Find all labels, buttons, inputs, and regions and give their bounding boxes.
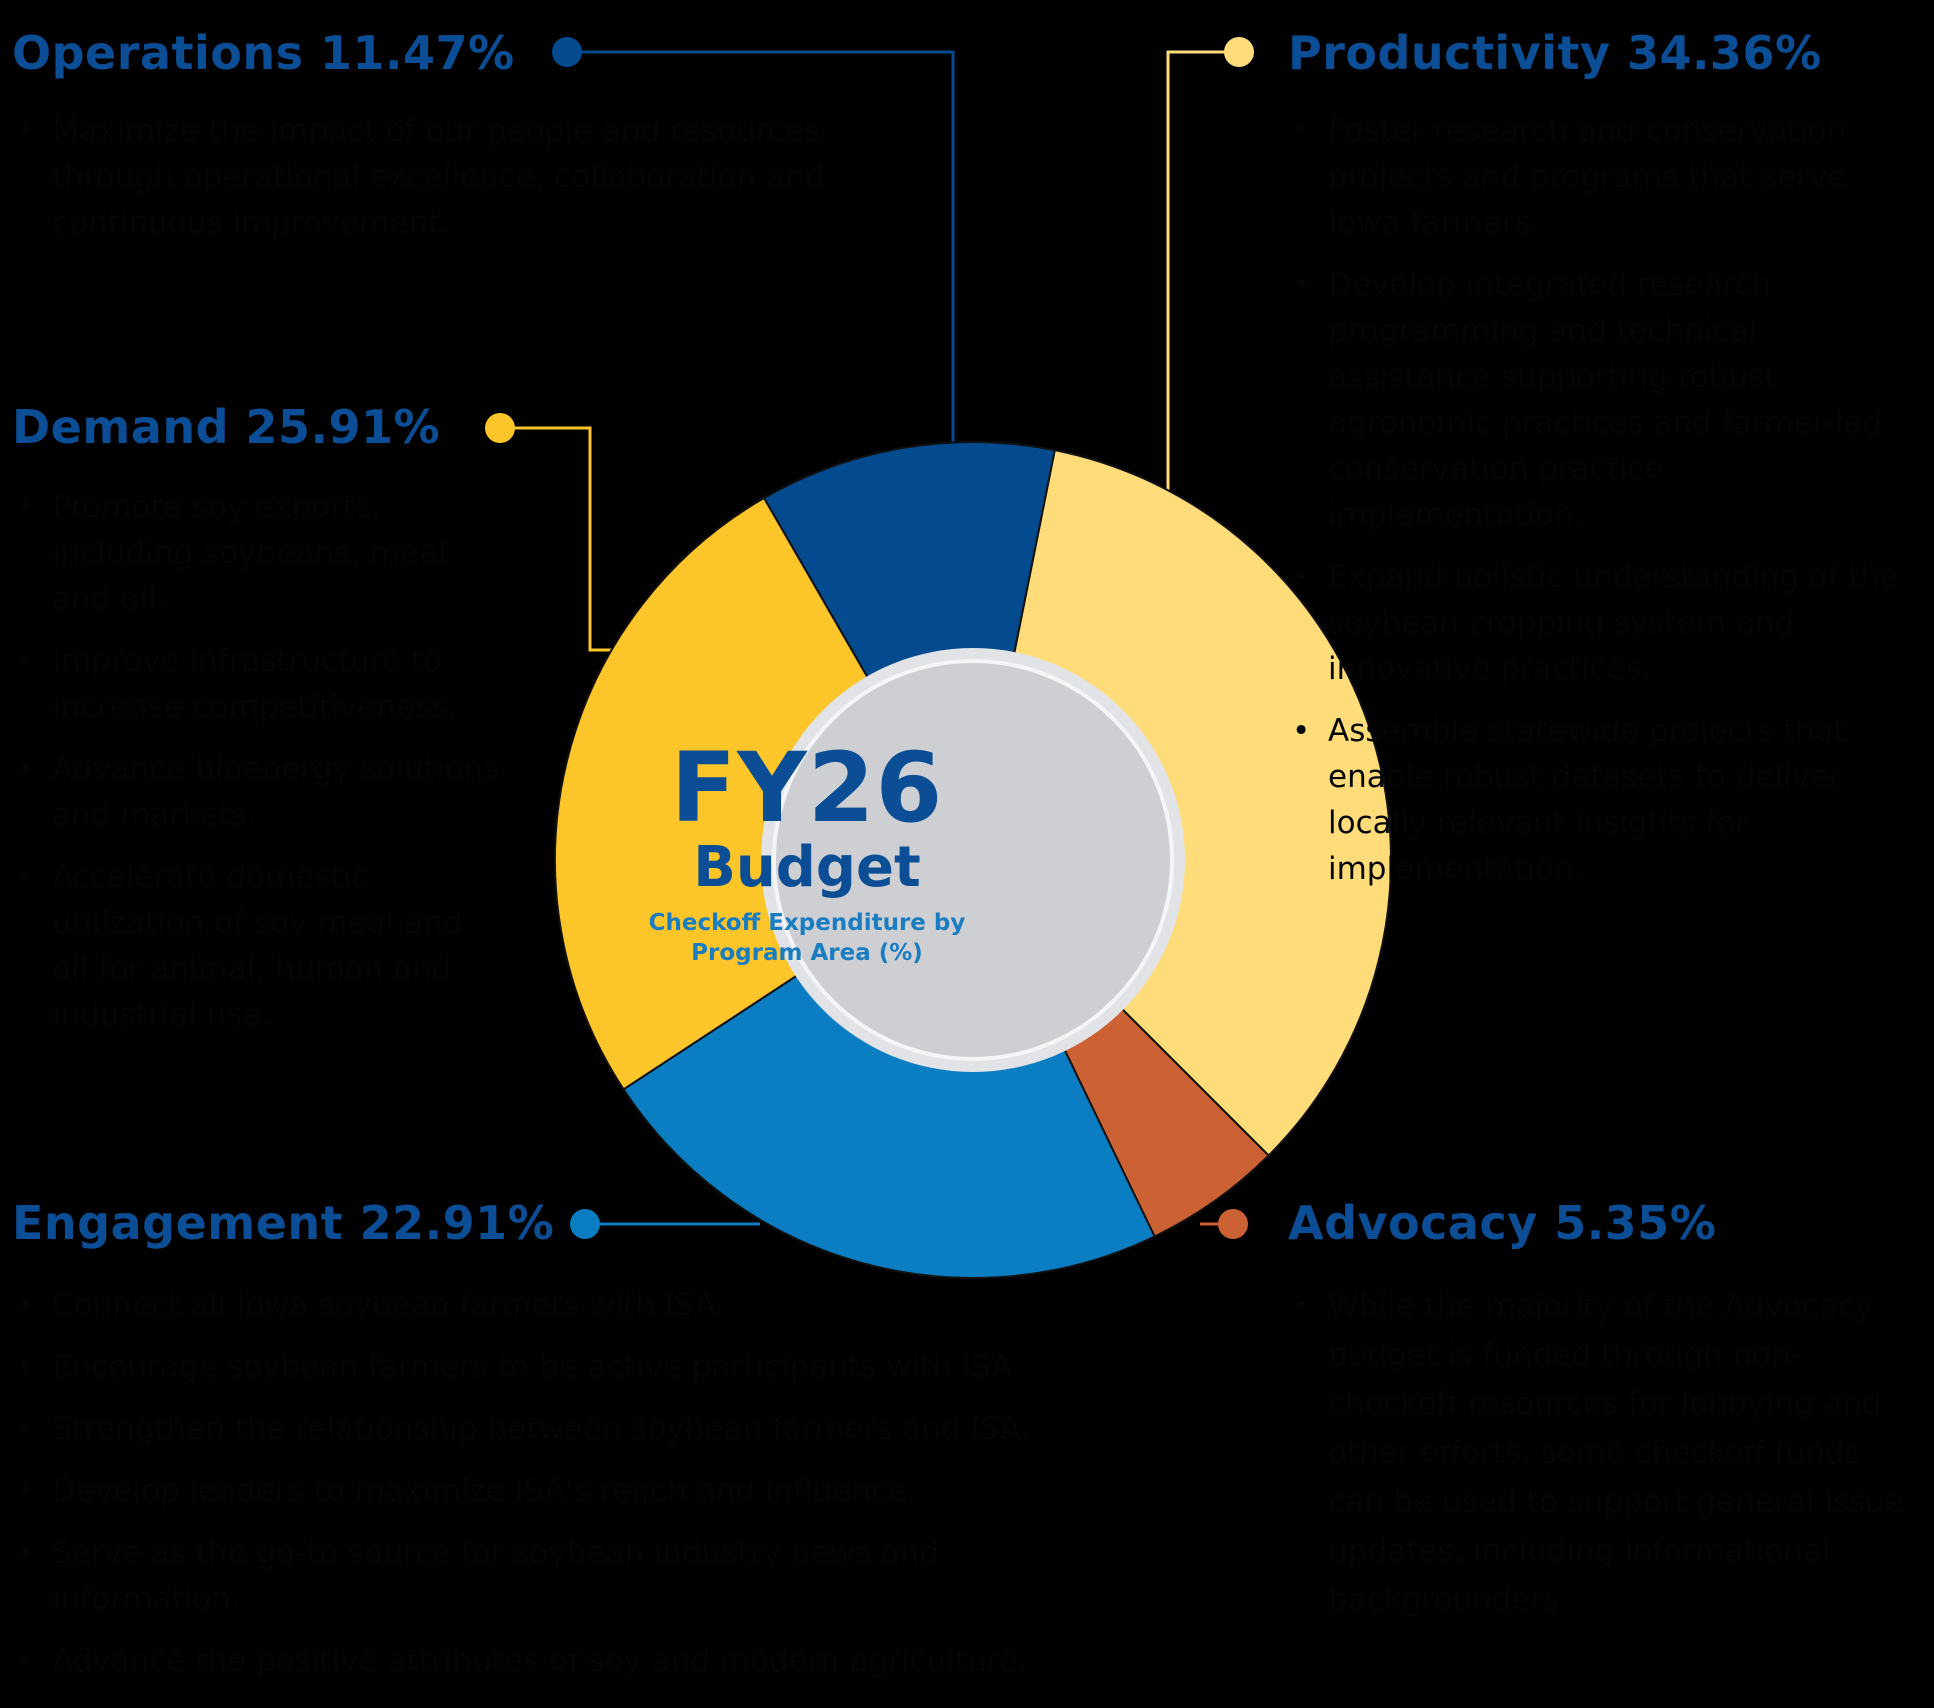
operations-heading: Operations 11.47% [12, 26, 515, 80]
engagement-heading: Engagement 22.91% [12, 1196, 555, 1250]
list-item: Promote soy exports, including soybeans,… [12, 484, 502, 622]
list-item: Accelerate domestic utilization of soy m… [12, 854, 502, 1038]
center-label: FY26 Budget Checkoff Expenditure by Prog… [642, 740, 972, 968]
leader-dots [485, 37, 1254, 1239]
leader-dot-productivity [1224, 37, 1254, 67]
list-item: Expand holistic understanding of the soy… [1288, 554, 1928, 692]
advocacy-heading: Advocacy 5.35% [1288, 1196, 1717, 1250]
productivity-heading: Productivity 34.36% [1288, 26, 1822, 80]
leader-dot-engagement [570, 1209, 600, 1239]
list-item: Strengthen the relationship between soyb… [12, 1406, 1092, 1452]
advocacy-bullets: While the majority of the Advocacy budge… [1288, 1282, 1908, 1641]
list-item: Encourage soybean farmers to be active p… [12, 1344, 1092, 1390]
leader-line-demand [500, 426, 650, 652]
list-item: Foster research and conservation project… [1288, 108, 1928, 246]
list-item: Connect all Iowa soybean farmers with IS… [12, 1282, 1092, 1328]
leader-dot-advocacy [1218, 1209, 1248, 1239]
center-disc-face [772, 659, 1174, 1061]
productivity-bullets: Foster research and conservation project… [1288, 108, 1928, 908]
list-item: Assemble statewide projects that enable … [1288, 708, 1928, 892]
leader-dot-operations [552, 37, 582, 67]
leader-line-productivity [1166, 50, 1239, 495]
operations-bullets: Maximize the impact of our people and re… [12, 108, 872, 262]
list-item: While the majority of the Advocacy budge… [1288, 1282, 1908, 1625]
list-item: Maximize the impact of our people and re… [12, 108, 872, 246]
leader-dot-demand [485, 413, 515, 443]
leader-lines [500, 50, 1239, 1226]
list-item: Advance the positive attributes of soy a… [12, 1638, 1092, 1684]
center-caption: Checkoff Expenditure by Program Area (%) [648, 910, 966, 966]
list-item: Advance bioenergy solutions and markets. [12, 746, 502, 838]
slice-demand [554, 496, 975, 1091]
demand-heading: Demand 25.91% [12, 400, 441, 454]
demand-bullets: Promote soy exports, including soybeans,… [12, 484, 502, 1054]
list-item: Develop leaders to maximize ISA's reach … [12, 1468, 1092, 1514]
center-title: FY26 [670, 732, 944, 844]
list-item: Develop integrated research programming … [1288, 262, 1928, 538]
center-subtitle: Budget [693, 835, 921, 900]
list-item: Improve infrastructure to increase compe… [12, 638, 502, 730]
list-item: Serve as the go-to source for soybean in… [12, 1530, 1092, 1622]
engagement-bullets: Connect all Iowa soybean farmers with IS… [12, 1282, 1092, 1700]
leader-line-operations [567, 50, 955, 452]
